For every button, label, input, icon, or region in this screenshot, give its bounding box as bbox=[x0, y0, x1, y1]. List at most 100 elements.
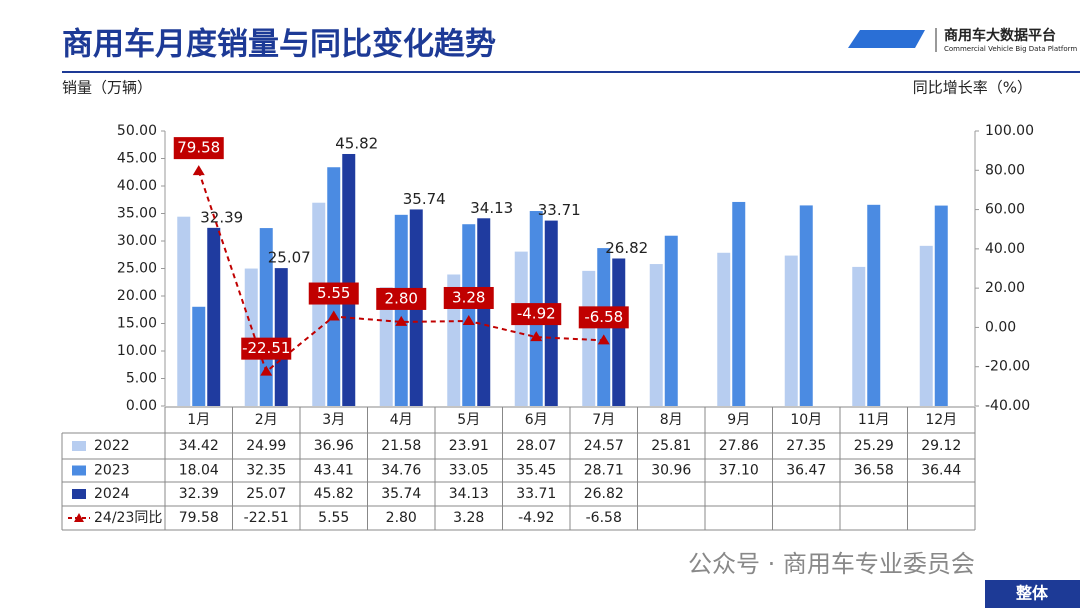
table-cell: -6.58 bbox=[586, 510, 622, 526]
data-label: -4.92 bbox=[517, 305, 556, 323]
data-label: 35.74 bbox=[403, 190, 446, 208]
bar bbox=[394, 214, 408, 406]
data-label: 33.71 bbox=[538, 201, 581, 219]
x-tick-label: 8月 bbox=[660, 412, 683, 428]
bar bbox=[732, 201, 746, 406]
line-marker bbox=[597, 334, 610, 345]
legend-label: 24/23同比 bbox=[94, 510, 162, 526]
data-label-box bbox=[443, 286, 494, 309]
line-marker bbox=[395, 315, 408, 326]
table-cell: 27.86 bbox=[719, 438, 759, 454]
bar bbox=[207, 227, 221, 406]
table-cell: 27.35 bbox=[786, 438, 826, 454]
data-label-box bbox=[511, 303, 562, 326]
legend-swatch bbox=[72, 489, 86, 499]
legend-label: 2023 bbox=[94, 463, 130, 479]
y2-tick-label: 20.00 bbox=[985, 280, 1025, 296]
table-cell: 25.29 bbox=[854, 438, 894, 454]
y-tick-label: 20.00 bbox=[117, 288, 157, 304]
badge: 整体 bbox=[1015, 584, 1049, 603]
table-cell: 26.82 bbox=[584, 486, 624, 502]
y-tick-label: 40.00 bbox=[117, 178, 157, 194]
x-tick-label: 6月 bbox=[525, 412, 548, 428]
x-tick-label: 10月 bbox=[790, 412, 822, 428]
bar bbox=[379, 287, 393, 406]
x-tick-label: 1月 bbox=[187, 412, 210, 428]
data-label: 2.80 bbox=[385, 289, 418, 307]
table-cell: 32.39 bbox=[179, 486, 219, 502]
table-cell: 29.12 bbox=[921, 438, 961, 454]
legend-swatch bbox=[72, 465, 86, 476]
bar bbox=[582, 270, 596, 406]
logo-subtitle: Commercial Vehicle Big Data Platform bbox=[944, 45, 1077, 53]
line-marker bbox=[260, 365, 273, 376]
chart-title: 商用车月度销量与同比变化趋势 bbox=[62, 27, 496, 63]
table-cell: -22.51 bbox=[244, 510, 289, 526]
y2-tick-label: -40.00 bbox=[985, 398, 1030, 414]
table-cell: 33.71 bbox=[516, 486, 556, 502]
y-tick-label: 0.00 bbox=[126, 398, 157, 414]
bar bbox=[177, 216, 191, 406]
bar bbox=[664, 235, 678, 406]
bar bbox=[514, 251, 528, 406]
bar bbox=[717, 252, 731, 406]
table-cell: 45.82 bbox=[314, 486, 354, 502]
data-label: 26.82 bbox=[605, 239, 648, 257]
logo-title: 商用车大数据平台 bbox=[944, 27, 1056, 44]
data-label-box bbox=[308, 282, 359, 305]
table-cell: 23.91 bbox=[449, 438, 489, 454]
data-label: 32.39 bbox=[200, 208, 243, 226]
table-cell: 35.74 bbox=[381, 486, 421, 502]
data-label: -6.58 bbox=[584, 308, 623, 326]
x-tick-label: 2月 bbox=[255, 412, 278, 428]
bar bbox=[244, 268, 258, 406]
data-label: 45.82 bbox=[335, 134, 378, 152]
bar bbox=[867, 204, 881, 406]
table-cell: 79.58 bbox=[179, 510, 219, 526]
bar bbox=[934, 205, 948, 406]
table-cell: 25.07 bbox=[246, 486, 286, 502]
table-cell: 2.80 bbox=[386, 510, 417, 526]
data-label-box bbox=[173, 137, 224, 160]
y-tick-label: 50.00 bbox=[117, 123, 157, 139]
y2-tick-label: 0.00 bbox=[985, 319, 1016, 335]
y-tick-label: 45.00 bbox=[117, 151, 157, 167]
bar bbox=[784, 255, 798, 406]
bar bbox=[852, 266, 866, 406]
y2-axis-label: 同比增长率（%） bbox=[913, 79, 1032, 97]
bar bbox=[612, 258, 626, 406]
table-cell: 32.35 bbox=[246, 463, 286, 479]
legend-label: 2022 bbox=[94, 438, 130, 454]
table-cell: 24.57 bbox=[584, 438, 624, 454]
legend-marker bbox=[74, 513, 84, 522]
badge-box bbox=[985, 580, 1080, 608]
y2-tick-label: 100.00 bbox=[985, 123, 1034, 139]
x-tick-label: 11月 bbox=[858, 412, 890, 428]
data-label: 25.07 bbox=[268, 249, 311, 267]
table-cell: 34.76 bbox=[381, 463, 421, 479]
x-tick-label: 5月 bbox=[457, 412, 480, 428]
logo-mark bbox=[848, 30, 925, 48]
line-marker bbox=[462, 314, 475, 325]
bar bbox=[342, 153, 356, 406]
legend-label: 2024 bbox=[94, 486, 130, 502]
line-marker bbox=[192, 165, 205, 176]
y-tick-label: 5.00 bbox=[126, 371, 157, 387]
table-cell: 36.44 bbox=[921, 463, 961, 479]
table-cell: 5.55 bbox=[318, 510, 349, 526]
watermark: 公众号 · 商用车专业委员会 bbox=[688, 550, 975, 578]
y-tick-label: 15.00 bbox=[117, 316, 157, 332]
y-tick-label: 35.00 bbox=[117, 206, 157, 222]
bar bbox=[799, 205, 813, 406]
line-marker bbox=[327, 310, 340, 321]
table-cell: 3.28 bbox=[453, 510, 484, 526]
y2-tick-label: 40.00 bbox=[985, 241, 1025, 257]
bar bbox=[192, 306, 206, 406]
data-label: 34.13 bbox=[470, 199, 513, 217]
data-label: 3.28 bbox=[452, 288, 485, 306]
y-axis-label: 销量（万辆） bbox=[62, 79, 152, 97]
x-tick-label: 12月 bbox=[925, 412, 957, 428]
table-cell: 43.41 bbox=[314, 463, 354, 479]
x-tick-label: 4月 bbox=[390, 412, 413, 428]
